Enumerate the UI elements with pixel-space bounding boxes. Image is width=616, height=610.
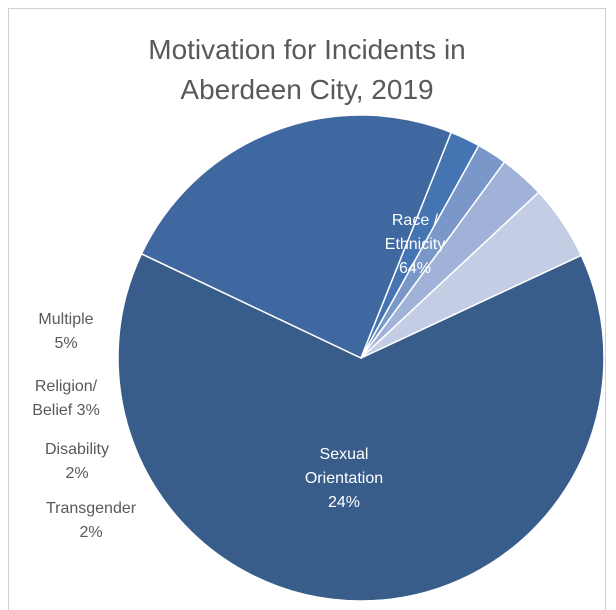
pie-slice-sexual-orientation	[140, 114, 452, 359]
data-label-line: Disability	[45, 441, 109, 458]
chart-title-line-2: Aberdeen City, 2019	[180, 74, 434, 105]
data-label-line: 5%	[54, 335, 77, 352]
data-label-line: Ethnicity	[385, 236, 445, 253]
pie-labels: Race / Ethnicity 64% Sexual Orientation 24% Tr…	[32, 212, 445, 541]
chart-title-line-1: Motivation for Incidents in	[148, 34, 466, 65]
data-label-transgender: Transgender 2%	[46, 500, 137, 541]
data-label-line: Transgender	[46, 500, 137, 517]
pie-slice-race-ethnicity	[117, 253, 605, 602]
data-label-line: Race /	[392, 212, 439, 229]
data-label-line: 2%	[79, 524, 102, 541]
chart-title: Motivation for Incidents in Aberdeen Cit…	[8, 30, 606, 110]
data-label-line: 64%	[399, 260, 431, 277]
data-label-line: Orientation	[305, 470, 383, 487]
data-label-race-ethnicity: Race / Ethnicity 64%	[385, 212, 445, 277]
data-label-line: 2%	[65, 465, 88, 482]
pie-slice-multiple	[360, 191, 582, 359]
data-label-line: Multiple	[38, 311, 93, 328]
data-label-line: Religion/	[35, 378, 98, 395]
data-label-line: Belief 3%	[32, 402, 100, 419]
data-label-religion-belief: Religion/Belief 3%	[32, 378, 100, 419]
pie-slices	[117, 114, 605, 602]
data-label-disability: Disability 2%	[45, 441, 109, 482]
data-label-line: Sexual	[320, 446, 369, 463]
data-label-multiple: Multiple 5%	[38, 311, 93, 352]
data-label-line: 24%	[328, 494, 360, 511]
data-label-sexual-orientation: Sexual Orientation 24%	[305, 446, 383, 511]
